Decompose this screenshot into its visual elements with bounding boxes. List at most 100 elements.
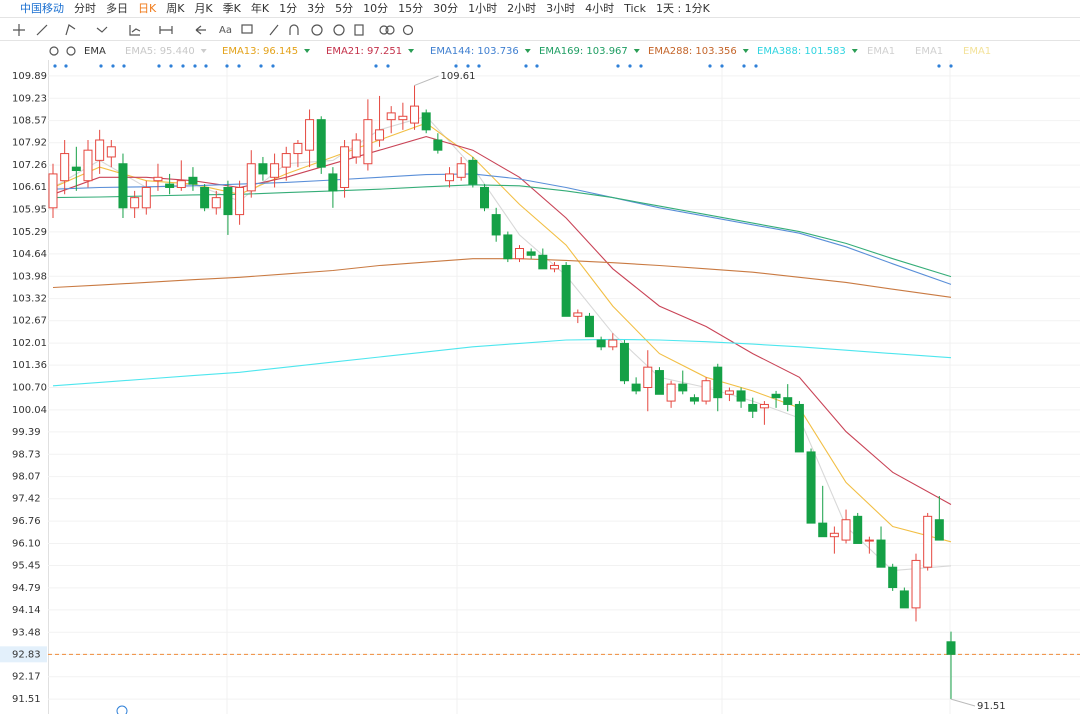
period-tab[interactable]: 季K xyxy=(222,2,241,15)
candle-body xyxy=(48,173,58,209)
y-tick-label: 101.36 xyxy=(12,360,47,371)
candle-body xyxy=(106,146,116,158)
candle-body xyxy=(853,515,863,544)
legend-dropdown xyxy=(742,49,749,53)
line-tool[interactable] xyxy=(36,24,48,36)
period-tab[interactable]: 年K xyxy=(250,2,270,15)
event-marker[interactable] xyxy=(116,705,128,714)
magnet-tool[interactable] xyxy=(289,24,299,35)
candle-body xyxy=(235,186,245,216)
candle-body xyxy=(899,590,909,609)
period-tab[interactable]: 5分 xyxy=(335,2,354,15)
hide-tool[interactable] xyxy=(333,24,345,36)
candle-body xyxy=(643,366,653,389)
wave-tool[interactable] xyxy=(96,26,108,33)
period-tab[interactable]: 3分 xyxy=(307,2,326,15)
indicator-settings[interactable] xyxy=(49,46,59,56)
arrow-tool[interactable] xyxy=(195,25,206,35)
candle-body xyxy=(538,254,548,270)
settings-tool[interactable] xyxy=(402,24,414,36)
y-tick-label: 102.01 xyxy=(12,338,47,349)
candle-body xyxy=(188,176,198,185)
candle-body xyxy=(608,339,618,348)
y-tick-label: 103.98 xyxy=(12,271,47,282)
ema-line xyxy=(52,115,952,572)
period-tab[interactable]: 2小时 xyxy=(507,2,537,15)
link-tool[interactable] xyxy=(385,25,395,35)
candle-body xyxy=(783,397,793,405)
candle-body xyxy=(666,383,676,402)
candle-body xyxy=(689,397,699,402)
move-tool[interactable] xyxy=(13,24,25,36)
candle-body xyxy=(911,559,921,609)
y-tick-label: 102.67 xyxy=(12,316,47,327)
event-dots xyxy=(53,64,953,68)
low-pointer xyxy=(950,698,976,707)
legend-dropdown xyxy=(200,49,207,53)
ema-line xyxy=(52,136,952,505)
candle-body xyxy=(95,139,105,161)
candle-body xyxy=(526,251,536,256)
candle-body xyxy=(363,119,373,165)
legend-entry: EMA13: 96.145 xyxy=(222,46,298,57)
candle-body xyxy=(398,115,408,121)
legend-dropdown xyxy=(633,49,640,53)
ema-line xyxy=(52,173,952,285)
indicator-close[interactable] xyxy=(66,46,76,56)
candle-body xyxy=(281,153,291,168)
candle-body xyxy=(468,159,478,185)
measure-tool[interactable] xyxy=(159,26,173,34)
candle-body xyxy=(246,163,256,192)
candle-body xyxy=(596,339,606,348)
period-tab[interactable]: 多日 xyxy=(106,2,128,15)
text-tool[interactable]: Aa xyxy=(219,25,232,36)
period-tab[interactable]: 4小时 xyxy=(585,2,615,15)
candle-body xyxy=(678,383,688,392)
candle-body xyxy=(83,149,93,182)
period-tab[interactable]: 周K xyxy=(166,2,185,15)
legend-entry-inactive: EMA1 xyxy=(963,46,991,57)
high-pointer xyxy=(414,75,439,86)
period-tab[interactable]: 3小时 xyxy=(546,2,576,15)
candle-body xyxy=(60,153,70,182)
candle-body xyxy=(619,342,629,382)
period-tab[interactable]: 10分 xyxy=(363,2,389,15)
candle-body xyxy=(293,142,303,155)
delete-tool[interactable] xyxy=(354,24,364,36)
note-tool[interactable] xyxy=(241,24,253,34)
ray-tool[interactable] xyxy=(65,24,76,36)
y-tick-label: 103.32 xyxy=(12,294,47,305)
candle-body xyxy=(491,214,501,236)
candle-body xyxy=(118,163,128,209)
link-tool[interactable] xyxy=(379,25,389,35)
lock-tool[interactable] xyxy=(311,24,323,36)
period-tab[interactable]: 日K xyxy=(138,2,157,15)
period-tab[interactable]: 1分 xyxy=(279,2,298,15)
high-label: 109.61 xyxy=(441,71,476,82)
period-tab[interactable]: 月K xyxy=(194,2,213,15)
candle-body xyxy=(748,403,758,412)
period-tab[interactable]: Tick xyxy=(624,1,646,15)
y-tick-label: 91.51 xyxy=(12,694,41,705)
ruler-tool[interactable] xyxy=(269,24,279,36)
channel-tool[interactable] xyxy=(129,25,141,36)
candle-body xyxy=(561,264,571,317)
indicator-name: EMA xyxy=(84,46,106,57)
y-tick-label: 94.14 xyxy=(12,605,41,616)
period-tab[interactable]: 分时 xyxy=(74,2,96,15)
candle-body xyxy=(713,366,723,399)
candle-body xyxy=(759,403,769,409)
y-tick-label: 92.17 xyxy=(12,672,41,683)
period-tab[interactable]: 1小时 xyxy=(468,2,498,15)
period-tab[interactable]: 1天 : 1分K xyxy=(655,2,710,15)
symbol[interactable]: 中国移动 xyxy=(20,2,64,15)
legend-entry: EMA169: 103.967 xyxy=(539,46,628,57)
period-tab[interactable]: 15分 xyxy=(398,2,424,15)
candle-body xyxy=(480,186,490,209)
candle-body xyxy=(724,390,734,395)
y-tick-label: 96.76 xyxy=(12,516,41,527)
y-tick-label: 109.89 xyxy=(12,71,47,82)
drawing-toolbar[interactable] xyxy=(13,24,414,56)
period-tab[interactable]: 30分 xyxy=(433,2,459,15)
